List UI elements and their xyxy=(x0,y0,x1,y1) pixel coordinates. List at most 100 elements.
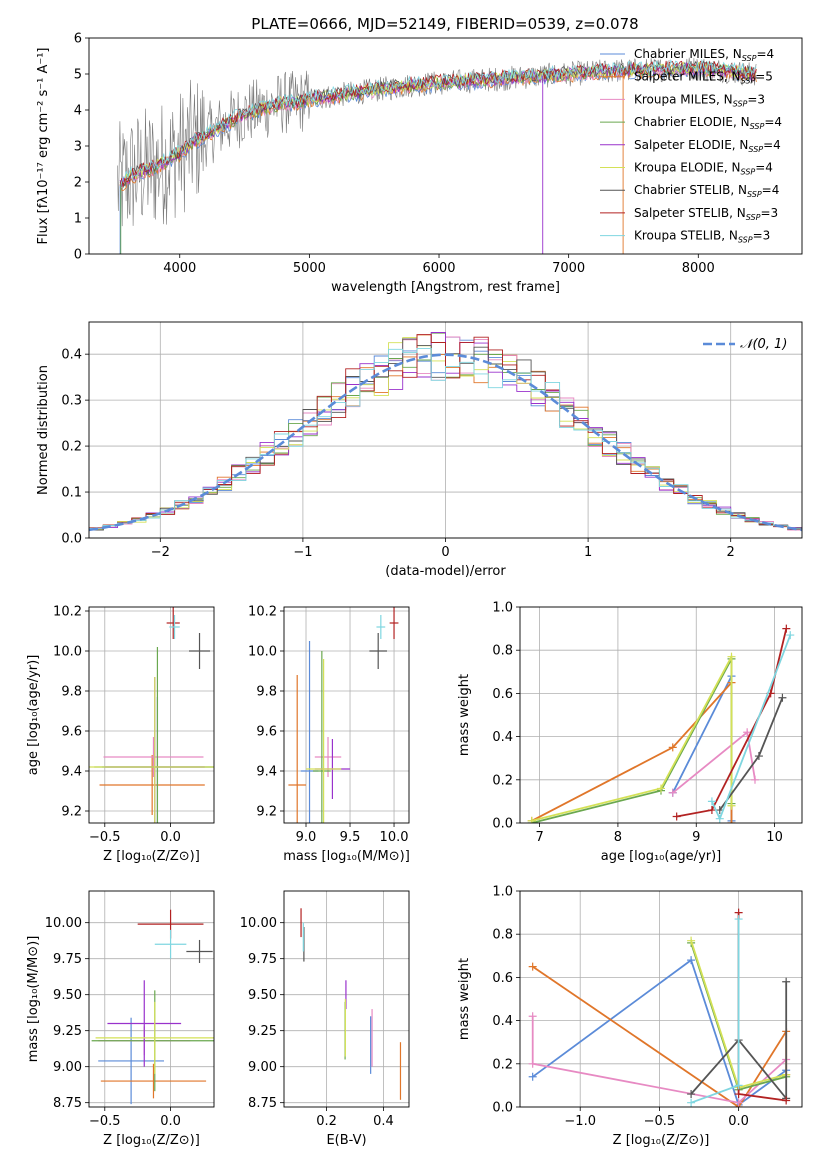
panel-massweight-vs-Z: −1.0 −0.5 0.0 0.0 0.2 0.4 0.6 0.8 1.0 Z [log₁₀(Z/… xyxy=(457,885,803,1148)
plot-area xyxy=(288,607,399,823)
panel-age-vs-Z: −0.5 0.0 9.2 9.4 9.6 9.8 10.0 10.2 Z [log₁₀(Z/Z⊙… xyxy=(26,605,215,864)
axes-frame xyxy=(519,890,803,1108)
y-tick-label: 9.6 xyxy=(256,725,277,740)
plot-area xyxy=(91,909,214,1105)
model-spectrum-line xyxy=(119,60,757,189)
y-tick-label: 0.6 xyxy=(492,971,513,986)
mass-weight-line xyxy=(532,958,787,1107)
y-tick-label: 10.00 xyxy=(240,916,277,931)
y-tick-label: 0.3 xyxy=(61,394,82,409)
mass-weight-marker xyxy=(786,631,795,640)
y-tick-label: 0.2 xyxy=(492,773,513,788)
y-tick-label: 0.0 xyxy=(492,817,513,832)
y-axis-label: mass weight xyxy=(457,674,472,756)
axes-frame xyxy=(88,37,803,255)
panel-spectrum: 4000 5000 6000 7000 8000 0 1 2 3 4 5 6 wavelength [A… xyxy=(36,32,803,295)
mass-weight-line xyxy=(531,658,733,823)
mass-weight-line xyxy=(737,912,787,1102)
y-tick-label: 9.50 xyxy=(53,988,82,1003)
y-tick-label: 9.2 xyxy=(256,805,277,820)
mass-weight-line xyxy=(676,628,788,818)
x-tick-label: 8000 xyxy=(682,261,715,276)
y-tick-label: 0.4 xyxy=(492,730,513,745)
x-axis-label: wavelength [Angstrom, rest frame] xyxy=(331,280,560,295)
y-tick-label: 5 xyxy=(74,68,82,83)
mass-weight-marker xyxy=(528,1012,537,1021)
x-axis-label: mass [log₁₀(M/M⊙)] xyxy=(283,849,410,864)
legend-entry: Salpeter MILES, NSSP=5 xyxy=(634,70,773,86)
panel-mass-vs-Z: −0.5 0.0 8.75 9.00 9.25 9.50 9.75 10.00 Z [log₁₀… xyxy=(26,890,215,1148)
x-tick-label: 0.0 xyxy=(160,1114,181,1129)
y-tick-label: 1.0 xyxy=(492,885,513,900)
axes-frame xyxy=(88,890,215,1108)
x-tick-label: 5000 xyxy=(293,261,326,276)
mass-weight-marker xyxy=(734,1098,743,1107)
plot-area xyxy=(89,607,214,823)
mass-weight-marker xyxy=(527,816,536,823)
y-tick-label: 9.75 xyxy=(53,952,82,967)
x-tick-label: 10 xyxy=(766,830,783,845)
y-tick-label: 3 xyxy=(74,140,82,155)
model-spectrum-line xyxy=(119,61,757,191)
mass-weight-marker xyxy=(687,1090,696,1099)
legend-entry: Chabrier STELIB, NSSP=4 xyxy=(634,183,779,199)
y-tick-label: 9.6 xyxy=(61,725,82,740)
mass-weight-marker xyxy=(734,1090,743,1099)
x-tick-label: 9.0 xyxy=(296,830,317,845)
y-tick-label: 9.2 xyxy=(61,805,82,820)
y-tick-label: 8.75 xyxy=(248,1096,277,1111)
legend-entry: Salpeter STELIB, NSSP=3 xyxy=(634,206,778,222)
y-tick-label: 0.1 xyxy=(61,486,82,501)
mass-weight-marker xyxy=(734,1081,743,1090)
y-axis-label: mass weight xyxy=(457,958,472,1040)
x-tick-label: 7 xyxy=(535,830,543,845)
mass-weight-marker xyxy=(754,752,763,761)
mass-weight-marker xyxy=(672,812,681,821)
axes-frame xyxy=(88,321,803,539)
y-tick-label: 9.25 xyxy=(53,1024,82,1039)
plot-area xyxy=(300,908,402,1100)
model-spectrum-line xyxy=(119,58,757,189)
y-tick-label: 0.2 xyxy=(61,440,82,455)
mass-weight-marker xyxy=(751,775,759,784)
mass-weight-marker xyxy=(668,788,677,797)
mass-weight-line xyxy=(531,656,733,822)
x-axis-label: (data-model)/error xyxy=(385,564,506,579)
x-tick-label: 9.5 xyxy=(340,830,361,845)
y-tick-label: 10.2 xyxy=(53,605,82,620)
mass-weight-marker xyxy=(707,797,716,806)
y-axis-label: Normed distribution xyxy=(36,365,51,495)
mass-weight-marker xyxy=(687,956,696,965)
y-tick-label: 10.2 xyxy=(248,605,277,620)
y-tick-label: 0.4 xyxy=(61,348,82,363)
mass-weight-line xyxy=(531,680,733,823)
x-axis-label: E(B-V) xyxy=(326,1133,366,1148)
y-tick-label: 9.00 xyxy=(53,1060,82,1075)
y-tick-label: 6 xyxy=(74,32,82,47)
panel-mass-vs-EBV: 0.2 0.4 8.75 9.00 9.25 9.50 9.75 10.00 E(B-V) xyxy=(240,890,410,1148)
x-tick-label: −2 xyxy=(151,545,170,560)
x-tick-label: 0.4 xyxy=(373,1114,394,1129)
y-axis-label: age [log₁₀(age/yr)] xyxy=(26,655,41,776)
mass-weight-marker xyxy=(782,624,791,633)
y-tick-label: 0.4 xyxy=(492,1014,513,1029)
x-tick-label: 2 xyxy=(727,545,735,560)
y-tick-label: 0.6 xyxy=(492,687,513,702)
y-tick-label: 10.0 xyxy=(248,645,277,660)
legend-entry: Kroupa ELODIE, NSSP=4 xyxy=(634,161,773,177)
y-tick-label: 4 xyxy=(74,104,82,119)
y-axis-label: Flux [fλ10⁻¹⁷ erg cm⁻² s⁻¹ A⁻¹] xyxy=(36,48,51,245)
y-tick-label: 0.0 xyxy=(61,532,82,547)
axes-frame xyxy=(283,606,410,824)
y-tick-label: 0.8 xyxy=(492,644,513,659)
axes-frame xyxy=(283,890,410,1108)
x-tick-label: 0.0 xyxy=(728,1114,749,1129)
mass-weight-marker xyxy=(715,814,724,823)
y-tick-label: 1 xyxy=(74,212,82,227)
mass-weight-marker xyxy=(727,652,736,661)
x-tick-label: −0.5 xyxy=(89,1114,121,1129)
mass-weight-marker xyxy=(727,801,736,810)
mass-weight-marker xyxy=(657,784,665,793)
mass-weight-line xyxy=(690,981,788,1101)
